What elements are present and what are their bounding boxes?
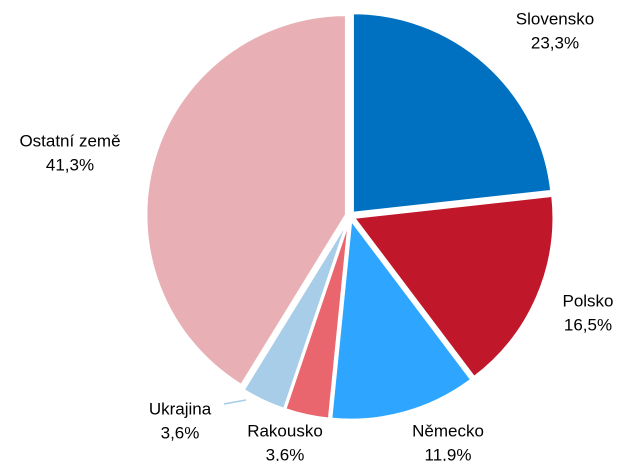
leader-line	[223, 399, 247, 405]
slice-value-label: 23,3%	[531, 33, 579, 52]
pie-slice	[329, 216, 474, 422]
pie-slice	[144, 13, 348, 387]
slice-label: Ukrajina	[149, 399, 212, 418]
slice-label: Německo	[412, 421, 484, 440]
pie-slice	[351, 11, 553, 215]
slice-value-label: 16,5%	[564, 315, 612, 334]
pie-slice	[241, 218, 350, 411]
slice-value-label: 3,6%	[266, 445, 305, 461]
slice-label: Slovensko	[516, 9, 594, 28]
slice-label: Rakousko	[247, 421, 323, 440]
slice-value-label: 41,3%	[46, 155, 94, 174]
slice-value-label: 11,9%	[425, 445, 472, 461]
slice-label: Ostatní země	[19, 131, 120, 150]
slice-label: Polsko	[562, 291, 613, 310]
pie-slice	[351, 194, 555, 380]
slice-value-label: 3,6%	[161, 423, 200, 442]
